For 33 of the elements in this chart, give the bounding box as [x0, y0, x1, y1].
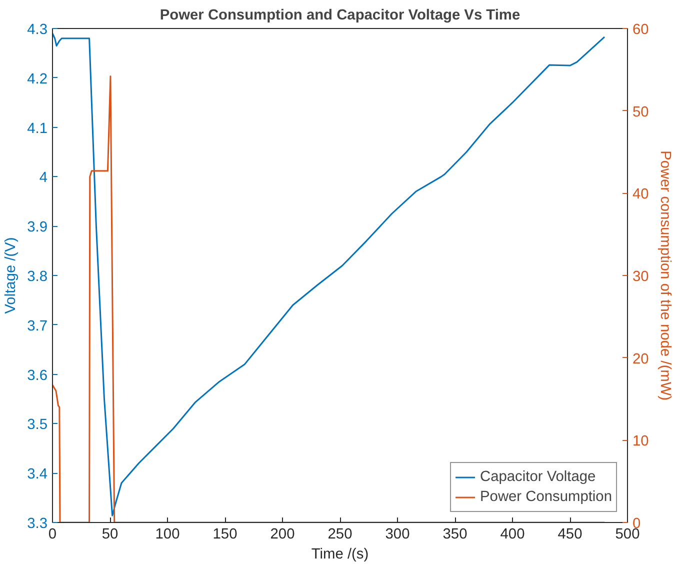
y-tick-label: 4.2 — [27, 71, 48, 88]
x-tick-label: 350 — [442, 526, 468, 542]
y-axis-title: Voltage /(V) — [3, 237, 20, 314]
y2-tick-label: 40 — [632, 186, 649, 203]
y-tick-label: 3.7 — [27, 318, 48, 334]
x-tick-label: 400 — [500, 526, 525, 542]
x-tick-label: 250 — [328, 526, 352, 542]
y-tick-label: 3.9 — [27, 220, 48, 236]
x-tick-label: 200 — [270, 526, 295, 542]
y2-axis-title: Power consumption of the node /(mW) — [656, 150, 673, 401]
chart-title: Power Consumption and Capacitor Voltage Vs Time — [160, 8, 520, 24]
y2-tick-label: 20 — [632, 351, 649, 368]
y-tick-label: 3.5 — [27, 417, 48, 434]
x-tick-label: 450 — [558, 526, 582, 542]
y-tick-label: 3.8 — [27, 269, 48, 285]
y2-tick-label: 60 — [632, 22, 649, 38]
y2-tick-label: 30 — [632, 269, 649, 285]
legend-label: Capacitor Voltage — [480, 469, 596, 485]
x-tick-label: 300 — [385, 526, 410, 542]
y2-tick-label: 10 — [632, 434, 649, 450]
y-tick-label: 4.3 — [27, 22, 48, 38]
y2-tick-label: 50 — [632, 104, 649, 120]
y-tick-label: 3.3 — [27, 516, 48, 532]
x-tick-label: 50 — [102, 526, 118, 542]
y-tick-label: 4.1 — [27, 120, 48, 137]
y-tick-label: 4 — [39, 170, 48, 186]
legend-label: Power Consumption — [480, 489, 612, 505]
x-tick-label: 150 — [212, 526, 238, 542]
x-axis-title: Time /(s) — [311, 546, 369, 562]
x-tick-label: 100 — [155, 526, 180, 542]
x-tick-label: 0 — [48, 526, 57, 542]
y-tick-label: 3.6 — [27, 368, 48, 384]
y-tick-label: 3.4 — [27, 466, 48, 483]
